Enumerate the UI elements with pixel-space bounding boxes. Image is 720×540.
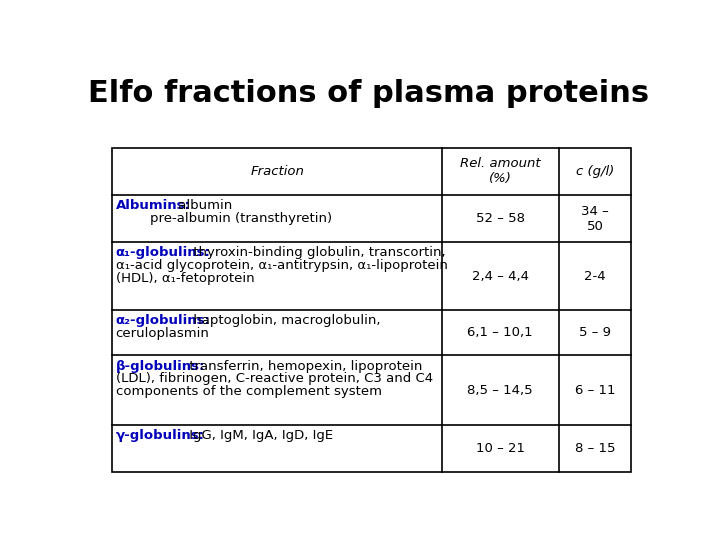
Text: Rel. amount
(%): Rel. amount (%) — [460, 158, 541, 186]
Text: α₂-globulins:: α₂-globulins: — [116, 314, 210, 327]
Text: 8,5 – 14,5: 8,5 – 14,5 — [467, 384, 533, 397]
Text: α₁-acid glycoprotein, α₁-antitrypsin, α₁-lipoprotein: α₁-acid glycoprotein, α₁-antitrypsin, α₁… — [116, 259, 448, 272]
Text: transferrin, hemopexin, lipoprotein: transferrin, hemopexin, lipoprotein — [185, 360, 423, 373]
Text: 2-4: 2-4 — [584, 269, 606, 282]
Text: 8 – 15: 8 – 15 — [575, 442, 615, 455]
Text: 6 – 11: 6 – 11 — [575, 384, 615, 397]
Text: thyroxin-binding globulin, transcortin,: thyroxin-binding globulin, transcortin, — [189, 246, 446, 259]
Text: 52 – 58: 52 – 58 — [476, 212, 525, 225]
Text: β-globulins:: β-globulins: — [116, 360, 205, 373]
Text: 10 – 21: 10 – 21 — [476, 442, 525, 455]
Text: c (g/l): c (g/l) — [576, 165, 614, 178]
Text: (HDL), α₁-fetoprotein: (HDL), α₁-fetoprotein — [116, 272, 254, 285]
Text: pre-albumin (transthyretin): pre-albumin (transthyretin) — [116, 212, 332, 225]
Text: ceruloplasmin: ceruloplasmin — [116, 327, 210, 340]
Text: components of the complement system: components of the complement system — [116, 385, 382, 398]
Text: α₁-globulins:: α₁-globulins: — [116, 246, 210, 259]
Text: (LDL), fibrinogen, C-reactive protein, C3 and C4: (LDL), fibrinogen, C-reactive protein, C… — [116, 372, 433, 386]
Text: IgG, IgM, IgA, IgD, IgE: IgG, IgM, IgA, IgD, IgE — [184, 429, 333, 442]
Text: Albumins:: Albumins: — [116, 199, 191, 212]
Text: γ-globulins:: γ-globulins: — [116, 429, 204, 442]
Text: Elfo fractions of plasma proteins: Elfo fractions of plasma proteins — [89, 79, 649, 109]
Text: Fraction: Fraction — [250, 165, 304, 178]
Text: albumin: albumin — [174, 199, 232, 212]
Text: 6,1 – 10,1: 6,1 – 10,1 — [467, 326, 533, 339]
Text: 5 – 9: 5 – 9 — [579, 326, 611, 339]
Text: haptoglobin, macroglobulin,: haptoglobin, macroglobulin, — [189, 314, 381, 327]
Bar — [112, 148, 631, 472]
Text: 2,4 – 4,4: 2,4 – 4,4 — [472, 269, 528, 282]
Text: 34 –
50: 34 – 50 — [581, 205, 609, 233]
